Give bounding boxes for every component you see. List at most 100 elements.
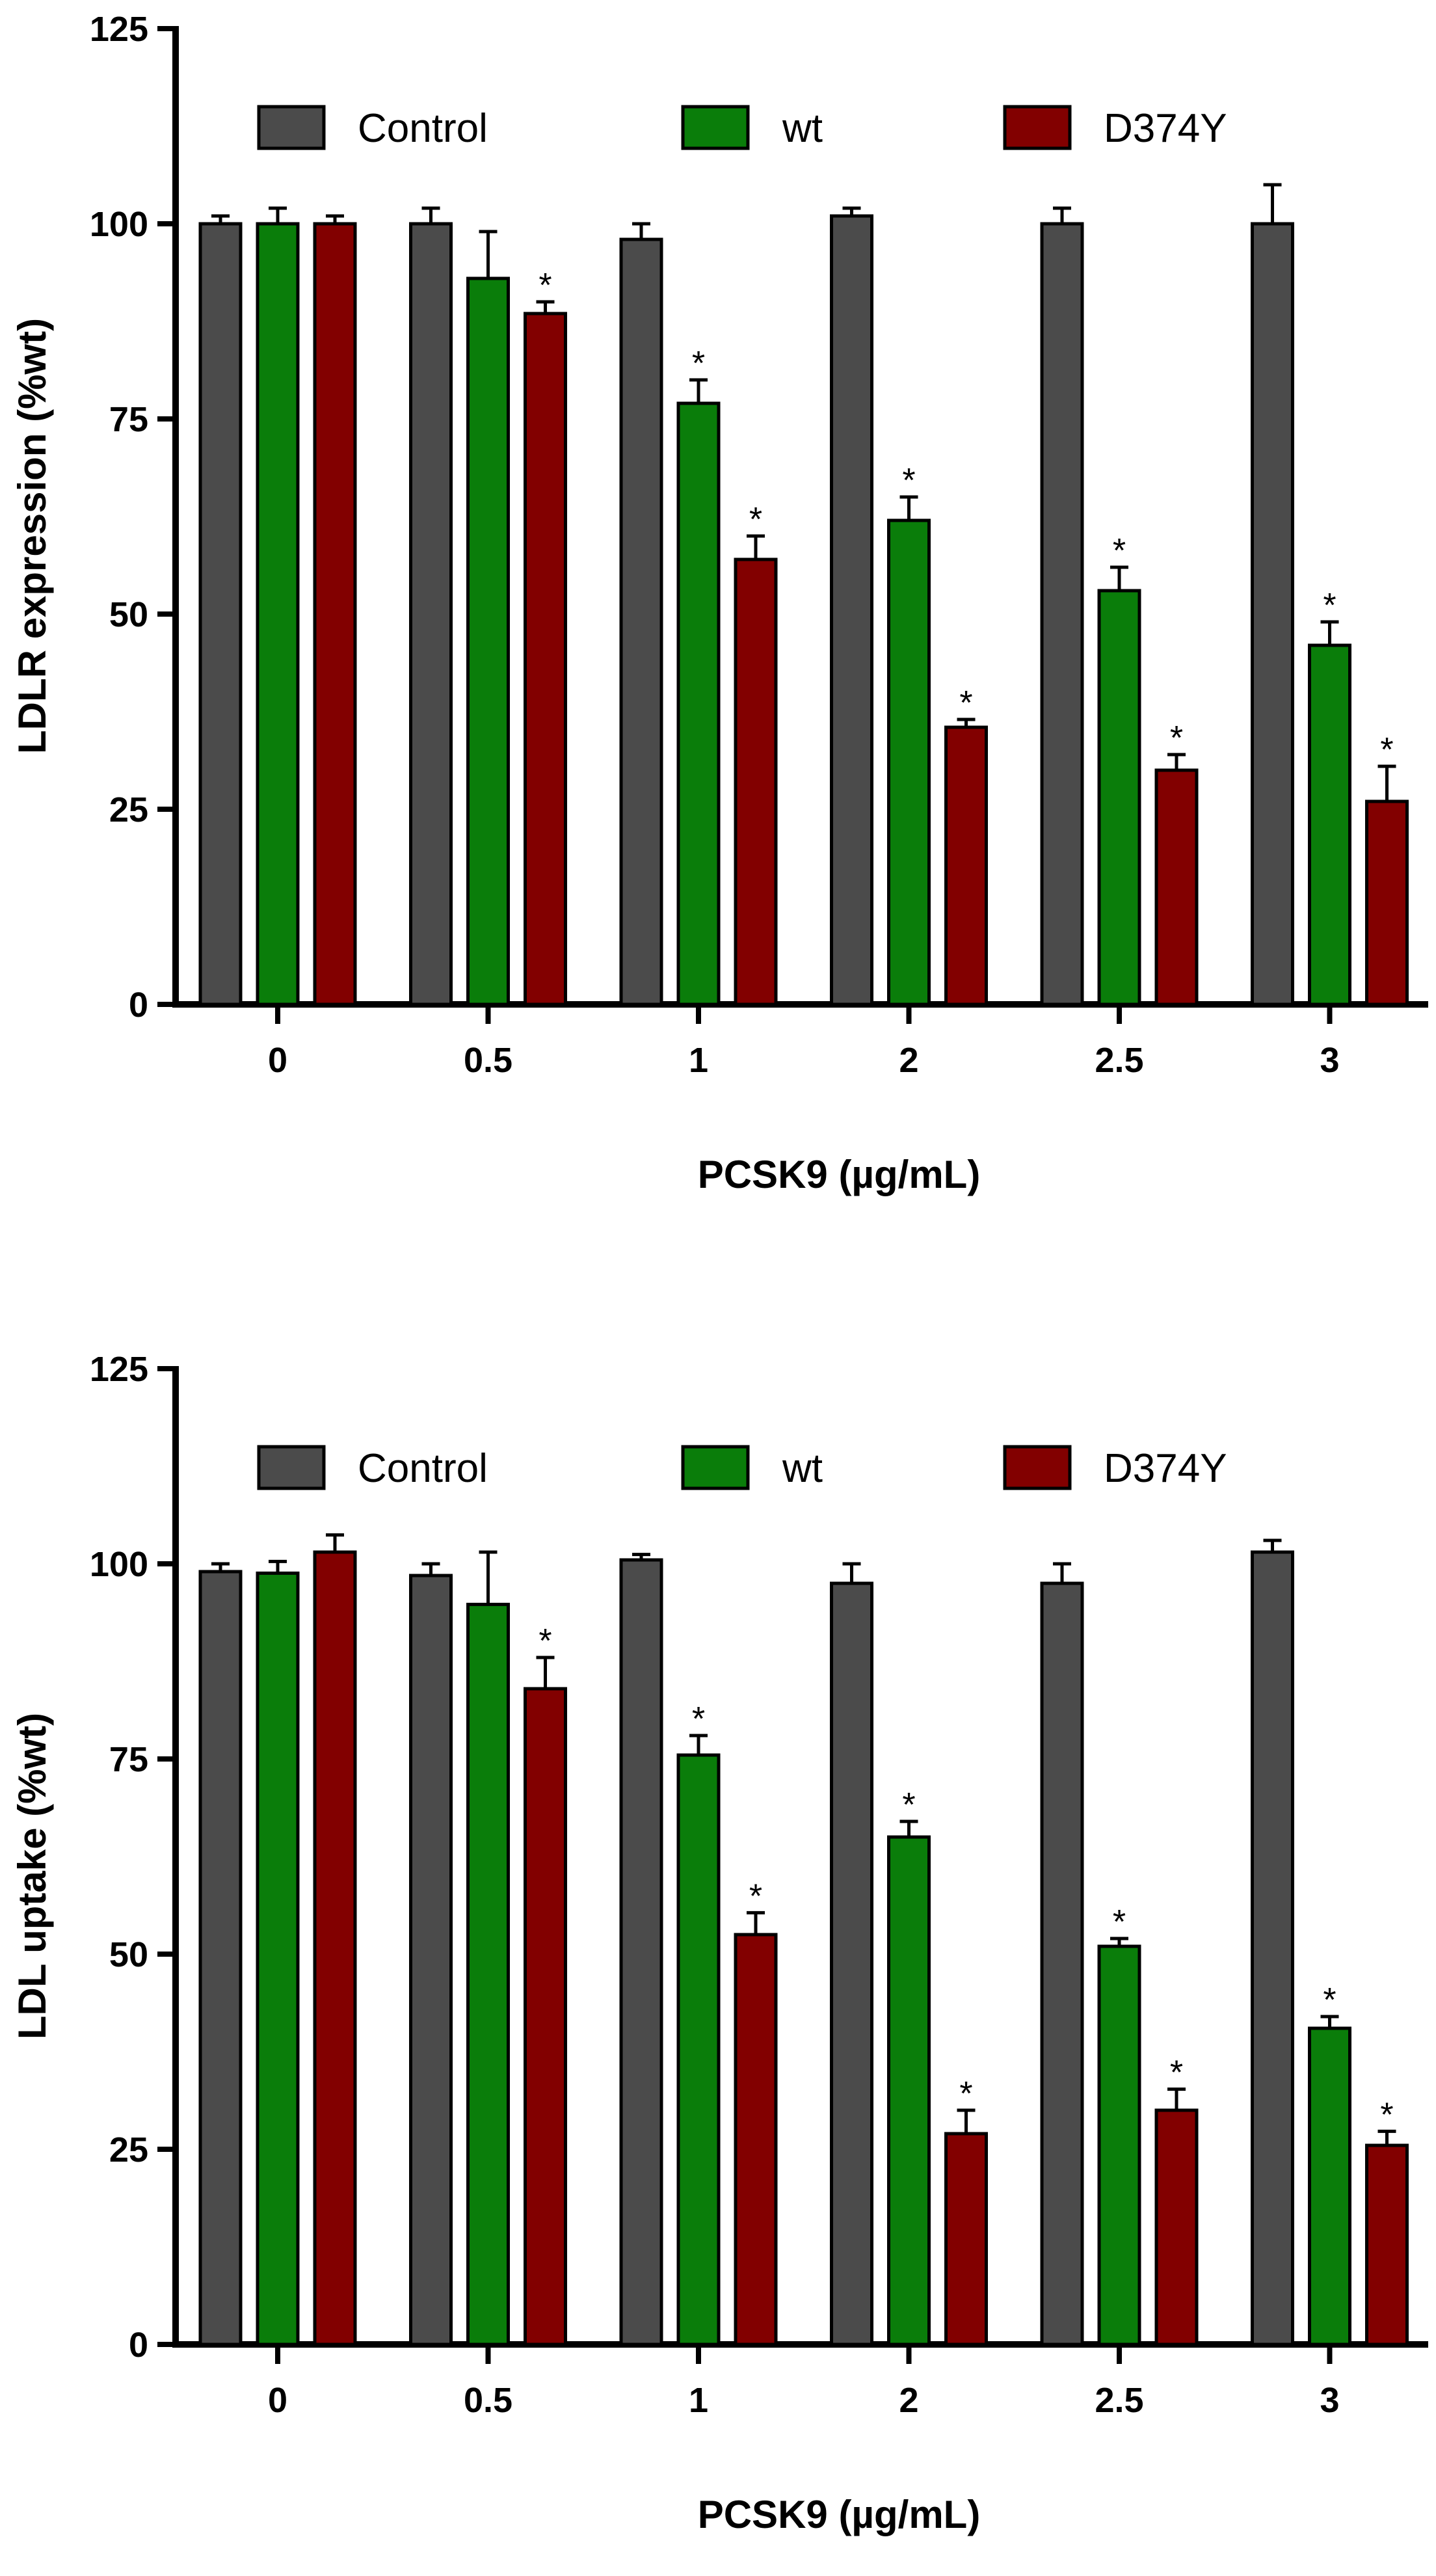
significance-star: *	[692, 345, 705, 382]
bar-wt-3	[1308, 2026, 1351, 2346]
y-tick-label: 50	[109, 1935, 148, 1974]
error-bar-control-1	[632, 222, 650, 239]
significance-star: *	[1170, 2054, 1183, 2092]
legend-label-d374y: D374Y	[1104, 106, 1227, 151]
x-tick-label: 2	[899, 1041, 918, 1080]
error-bar-d374y-3	[1377, 2129, 1396, 2145]
x-tick-label: 3	[1320, 2381, 1339, 2420]
significance-star: *	[538, 267, 552, 304]
error-bar-wt-0	[269, 206, 287, 224]
significance-star: *	[959, 684, 972, 722]
y-tick-label: 50	[109, 595, 148, 634]
error-bar-wt-2.5	[1110, 1937, 1128, 1946]
x-tick-label: 0.5	[464, 1041, 512, 1080]
error-bar-wt-3	[1320, 2015, 1339, 2028]
significance-star: *	[959, 2075, 972, 2113]
significance-star: *	[902, 1786, 915, 1824]
legend-label-d374y: D374Y	[1104, 1446, 1227, 1491]
y-axis-title: LDL uptake (%wt)	[10, 1713, 54, 2039]
bar-d374y-1	[734, 557, 778, 1006]
error-bar-wt-1	[689, 378, 708, 403]
significance-star: *	[1170, 719, 1183, 757]
bar-control-1	[619, 237, 663, 1006]
error-bar-d374y-2.5	[1167, 2087, 1186, 2110]
significance-star: *	[692, 1700, 705, 1738]
significance-star: *	[749, 501, 762, 539]
significance-star: *	[1380, 2096, 1393, 2134]
bar-control-0	[198, 222, 243, 1006]
x-tick-label: 1	[689, 2381, 708, 2420]
significance-star: *	[749, 1877, 762, 1915]
y-tick-label: 0	[129, 2326, 148, 2365]
y-tick-label: 125	[90, 10, 148, 49]
ldlr-expression-chart: 0 25 50 75 100 125 0 0.5 * 1 * * 2 * * 2.5 * * 3 * * Control w…	[10, 10, 1428, 1196]
ldl-uptake-chart: 0 25 50 75 100 125 0 0.5 * 1 * * 2 * * 2.5 * * 3 * * Control w…	[10, 1350, 1428, 2536]
legend-swatch-d374y	[1003, 1445, 1072, 1490]
bar-d374y-0.5	[524, 312, 567, 1006]
error-bar-wt-3	[1320, 620, 1339, 645]
error-bar-d374y-0	[326, 1533, 344, 1552]
bar-d374y-2	[944, 725, 988, 1006]
significance-star: *	[538, 1622, 552, 1660]
bar-wt-0.5	[466, 1602, 510, 2346]
bar-control-3	[1251, 1550, 1294, 2346]
bar-wt-1	[676, 401, 721, 1006]
error-bar-control-0	[211, 214, 230, 224]
error-bar-control-3	[1263, 1538, 1282, 1552]
bar-control-2.5	[1040, 1581, 1084, 2346]
error-bar-d374y-0	[326, 214, 344, 224]
bar-control-0.5	[409, 1574, 453, 2346]
error-bar-d374y-3	[1377, 764, 1396, 801]
y-axis-title: LDLR expression (%wt)	[10, 318, 54, 754]
error-bar-wt-2.5	[1110, 565, 1128, 591]
bar-wt-2.5	[1097, 1944, 1141, 2346]
bar-control-3	[1251, 222, 1294, 1006]
y-tick-label: 75	[109, 400, 148, 439]
x-axis-title: PCSK9 (µg/mL)	[698, 1153, 981, 1196]
bar-d374y-0.5	[524, 1687, 567, 2346]
bar-d374y-2	[944, 2132, 988, 2346]
x-tick-label: 3	[1320, 1041, 1339, 1080]
error-bar-d374y-2	[957, 718, 976, 727]
significance-star: *	[1113, 532, 1126, 570]
y-tick-label: 100	[90, 205, 148, 244]
error-bar-control-2.5	[1053, 1562, 1071, 1583]
y-tick-label: 125	[90, 1350, 148, 1389]
bar-wt-1	[676, 1753, 721, 2346]
bar-wt-0	[256, 222, 300, 1006]
significance-star: *	[1323, 587, 1336, 624]
bar-d374y-1	[734, 1933, 778, 2346]
error-bar-wt-0.5	[479, 1550, 498, 1605]
error-bar-d374y-0.5	[536, 1656, 555, 1689]
x-tick-label: 1	[689, 1041, 708, 1080]
legend-swatch-control	[257, 105, 326, 150]
error-bar-d374y-0.5	[536, 300, 555, 314]
bar-wt-2	[887, 1835, 931, 2346]
legend-label-control: Control	[358, 1446, 488, 1491]
bar-wt-0	[256, 1571, 300, 2346]
x-tick-label: 0.5	[464, 2381, 512, 2420]
x-axis-title: PCSK9 (µg/mL)	[698, 2493, 981, 2536]
x-tick-label: 2.5	[1095, 1041, 1143, 1080]
x-tick-label: 0	[268, 1041, 287, 1080]
error-bar-control-1	[632, 1553, 650, 1560]
y-tick-label: 25	[109, 790, 148, 829]
error-bar-control-2	[842, 206, 861, 216]
bar-control-0	[198, 1570, 243, 2346]
legend-swatch-control	[257, 1445, 326, 1490]
legend-label-wt: wt	[782, 106, 823, 151]
bar-d374y-0	[313, 1550, 357, 2346]
error-bar-control-0	[211, 1562, 230, 1572]
error-bar-control-2	[842, 1562, 861, 1583]
error-bar-d374y-1	[747, 534, 765, 559]
legend-swatch-d374y	[1003, 105, 1072, 150]
legend-swatch-wt	[681, 105, 750, 150]
bar-d374y-3	[1365, 799, 1409, 1006]
bar-d374y-0	[313, 222, 357, 1006]
bar-d374y-2.5	[1154, 2108, 1199, 2346]
error-bar-wt-0	[269, 1559, 287, 1574]
significance-star: *	[1380, 731, 1393, 769]
bar-wt-0.5	[466, 276, 510, 1006]
bar-control-0.5	[409, 222, 453, 1006]
bar-control-1	[619, 1558, 663, 2346]
